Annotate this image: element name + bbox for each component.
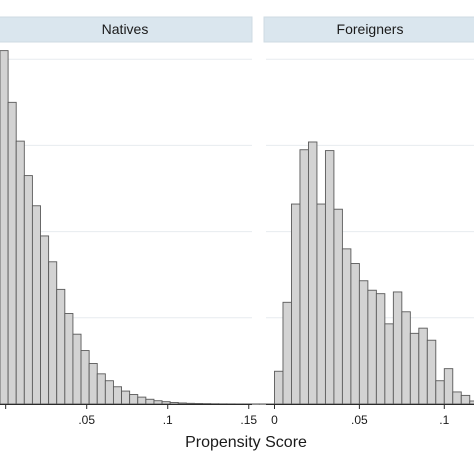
histogram-bar [177, 402, 187, 405]
histogram-bar [104, 380, 114, 405]
histogram-bar [15, 140, 25, 405]
histogram-bar [418, 327, 428, 405]
panel-title: Natives [102, 21, 149, 37]
x-axis-title: Propensity Score [185, 434, 307, 451]
histogram-bar [0, 50, 9, 405]
histogram-bar [324, 150, 335, 405]
histogram-bar [112, 386, 122, 405]
histogram-bar [401, 311, 411, 405]
histogram-bar [274, 370, 284, 405]
panel-strip [263, 16, 474, 43]
x-tick-label: .15 [240, 413, 257, 427]
histogram-bar [64, 313, 74, 405]
x-tick-label: 0 [271, 413, 278, 427]
histogram-bar [72, 333, 82, 405]
histogram-bar [194, 403, 204, 405]
histogram-bar [161, 401, 171, 405]
histogram-bar [392, 291, 403, 405]
histogram-bar [145, 398, 155, 405]
panel-foreigners: Foreigners 0 .05 .1 [263, 16, 474, 427]
histogram-bar [435, 380, 445, 405]
x-tick-label: .1 [439, 413, 449, 427]
histogram-bar [80, 350, 90, 405]
x-tick-label: .05 [351, 413, 368, 427]
histogram-bar [129, 394, 139, 405]
histogram-bar [409, 332, 420, 405]
histogram-bar [367, 289, 377, 405]
histogram-bar [56, 288, 66, 405]
histogram-bar [316, 203, 326, 405]
histogram-bar [31, 205, 41, 405]
histogram-bar [153, 400, 163, 405]
histogram-bar [121, 390, 131, 405]
histogram-bar [23, 175, 33, 405]
panel-natives: Natives .05 .1 .15 [0, 16, 349, 427]
histogram-bar [96, 373, 106, 405]
histogram-bar [48, 261, 58, 405]
histogram-bar [282, 301, 292, 405]
histogram-bar [185, 402, 195, 405]
histogram-bar [299, 149, 309, 405]
histogram-bar [137, 396, 147, 405]
histogram-bar [375, 293, 386, 405]
histogram-bar [291, 203, 301, 405]
histogram-bar [452, 391, 462, 405]
histogram-bar [358, 280, 369, 405]
histogram-bar [341, 248, 352, 405]
histogram-bar [460, 394, 471, 405]
histogram-bar [7, 101, 17, 405]
panel-strip [0, 16, 253, 43]
x-tick-label: .05 [78, 413, 95, 427]
histogram-bar [350, 263, 360, 405]
histogram-bar [443, 368, 454, 405]
x-tick-label: .1 [163, 413, 173, 427]
histogram-bar [333, 208, 343, 405]
histogram-bar [169, 401, 179, 405]
histogram-bar [307, 141, 318, 405]
histogram-bar [88, 363, 98, 405]
histogram-bar [469, 400, 474, 405]
histogram-bar [384, 323, 394, 405]
histogram-bar [40, 235, 50, 405]
histogram-bar [426, 339, 437, 405]
panel-title: Foreigners [337, 21, 404, 37]
